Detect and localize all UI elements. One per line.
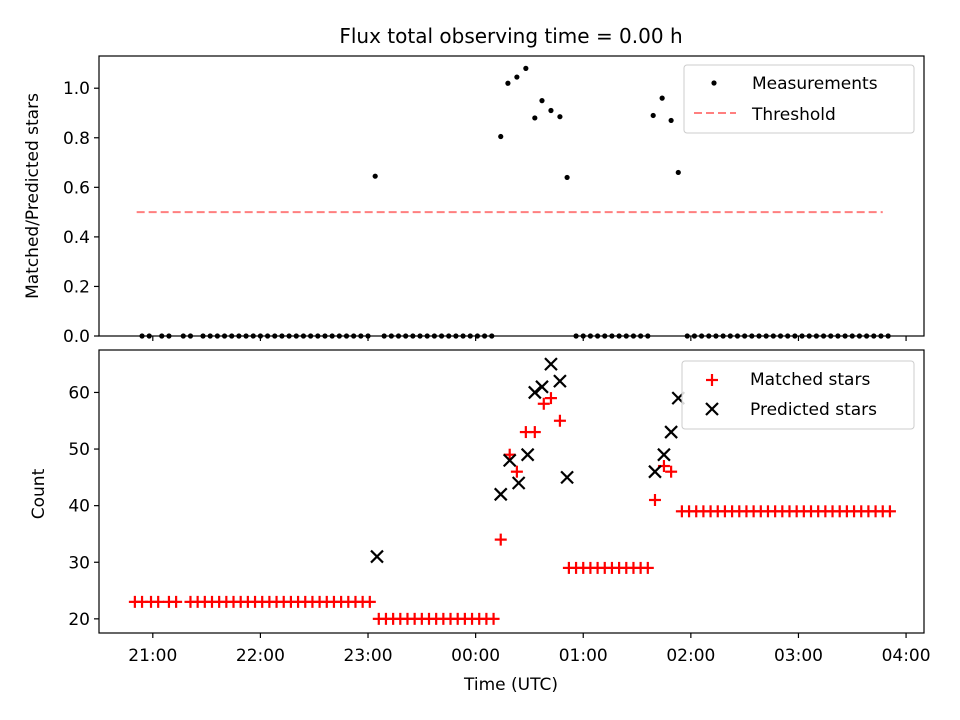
legend-matched-marker [706,374,718,386]
y-tick-label: 60 [68,383,90,403]
measurement-point [659,95,665,101]
matched-star-point [170,595,183,608]
predicted-star-point [370,549,384,564]
legend-predicted-label: Predicted stars [750,400,877,420]
bottom-x-ticks: 21:00 22:00 23:00 00:00 01:00 02:00 03:00 04:00 [128,633,931,666]
measurement-point [523,65,529,71]
matched-star-point [510,465,523,478]
x-axis-label: Time (UTC) [463,675,558,695]
x-tick-label: 03:00 [774,646,823,666]
measurement-point [557,114,563,120]
bottom-series-layer [128,357,896,625]
matched-star-point [648,493,661,506]
y-tick-label: 0.8 [63,129,90,149]
top-legend: Measurements Threshold [683,64,915,134]
matched-star-point [152,595,165,608]
matched-star-point [503,448,516,461]
bottom-y-axis-label: Count [29,468,49,519]
predicted-star-point [511,476,526,490]
measurement-point [675,169,681,176]
predicted-star-point [502,453,517,468]
measurement-point [564,174,570,181]
matched-star-point [363,595,376,608]
top-panel: 0.0 0.2 0.4 0.6 0.8 1.0 Matched/Predicted sta… [23,55,925,347]
bottom-y-ticks: 20 30 40 50 60 [68,383,99,630]
bottom-legend: Matched stars Predicted stars [681,360,915,430]
measurement-point [668,117,674,124]
matched-star-point [494,533,507,546]
measurement-point [505,80,511,86]
x-tick-label: 01:00 [559,646,608,666]
bottom-panel: 20 30 40 50 60 21:00 22:00 23:00 00:00 01:00 02:0… [29,349,931,695]
legend-measurements-marker [711,80,717,86]
matched-star-point [883,505,896,518]
predicted-star-point [657,447,671,462]
bottom-legend-box [681,360,915,430]
measurement-point [532,115,538,121]
y-tick-label: 40 [68,497,90,517]
predicted-star-point [664,425,678,439]
measurement-point [372,173,378,179]
x-tick-label: 00:00 [451,646,500,666]
y-tick-label: 20 [68,610,90,630]
matched-star-point [553,414,566,427]
predicted-star-point [520,447,535,462]
legend-matched-label: Matched stars [750,370,870,390]
y-tick-label: 0.0 [63,327,90,347]
top-axes-frame [98,55,925,337]
x-tick-label: 04:00 [882,646,931,666]
legend-predicted-marker [705,402,719,416]
matched-star-point [641,561,654,574]
y-tick-label: 50 [68,440,90,460]
top-y-ticks: 0.0 0.2 0.4 0.6 0.8 1.0 [63,79,99,347]
matched-star-point [544,392,557,405]
predicted-star-point [544,357,558,371]
x-tick-label: 22:00 [236,646,285,666]
measurement-point [650,112,656,119]
y-tick-label: 1.0 [63,79,90,99]
matched-star-point [537,397,550,410]
top-y-axis-label: Matched/Predicted stars [23,93,43,299]
matched-star-point [528,426,541,439]
predicted-star-point [535,380,549,394]
y-tick-label: 0.2 [63,277,90,297]
predicted-star-point [493,487,508,502]
predicted-star-point [553,374,567,388]
bottom-axes-frame [98,349,925,634]
y-tick-label: 0.6 [63,178,90,198]
matched-star-point [487,612,500,625]
legend-measurements-label: Measurements [752,74,878,94]
legend-threshold-label: Threshold [751,105,836,125]
top-x-ticks [152,336,907,341]
predicted-star-point [648,464,662,479]
measurement-point [548,107,554,114]
top-legend-box [683,64,915,134]
y-tick-label: 30 [68,553,90,573]
measurement-point [498,133,504,140]
x-tick-label: 21:00 [128,646,177,666]
x-tick-label: 23:00 [344,646,393,666]
y-tick-label: 0.4 [63,228,90,248]
chart-title: Flux total observing time = 0.00 h [339,24,682,48]
measurement-point [514,74,520,80]
matched-star-point [665,465,678,478]
predicted-star-point [560,470,574,485]
measurement-point [539,98,545,104]
x-tick-label: 02:00 [666,646,715,666]
